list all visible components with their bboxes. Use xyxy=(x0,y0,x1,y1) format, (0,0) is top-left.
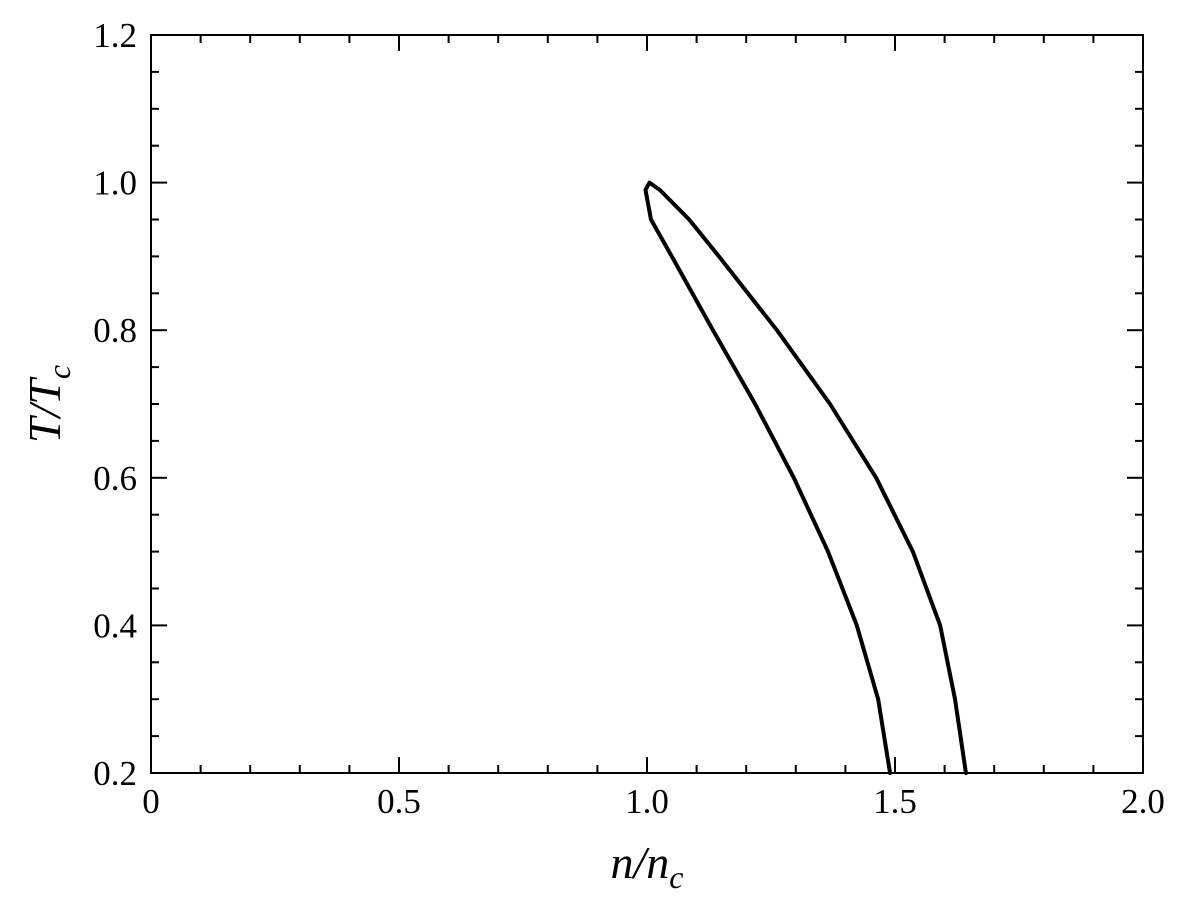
x-tick-label: 1.5 xyxy=(873,782,917,821)
data-line xyxy=(643,180,968,775)
x-axis-label-main: n/n xyxy=(611,837,670,888)
plot-frame xyxy=(150,34,1144,774)
y-tick-label: 0.8 xyxy=(93,311,137,350)
x-tick-label: 0.5 xyxy=(377,782,421,821)
y-tick-label: 1.0 xyxy=(93,164,137,203)
y-tick-label: 1.2 xyxy=(93,16,137,55)
y-tick-label: 0.2 xyxy=(93,754,137,793)
y-axis-label-sub: c xyxy=(41,365,77,379)
y-axis-label: T/Tc xyxy=(19,365,77,443)
y-tick-label: 0.6 xyxy=(93,459,137,498)
x-axis-label: n/nc xyxy=(611,837,684,895)
x-axis-label-sub: c xyxy=(669,859,683,895)
x-tick-label: 0 xyxy=(142,782,160,821)
y-axis-label-main: T/T xyxy=(19,376,70,443)
y-tick-label: 0.4 xyxy=(93,606,137,645)
x-tick-label: 1.0 xyxy=(625,782,669,821)
x-tick-label: 2.0 xyxy=(1121,782,1165,821)
